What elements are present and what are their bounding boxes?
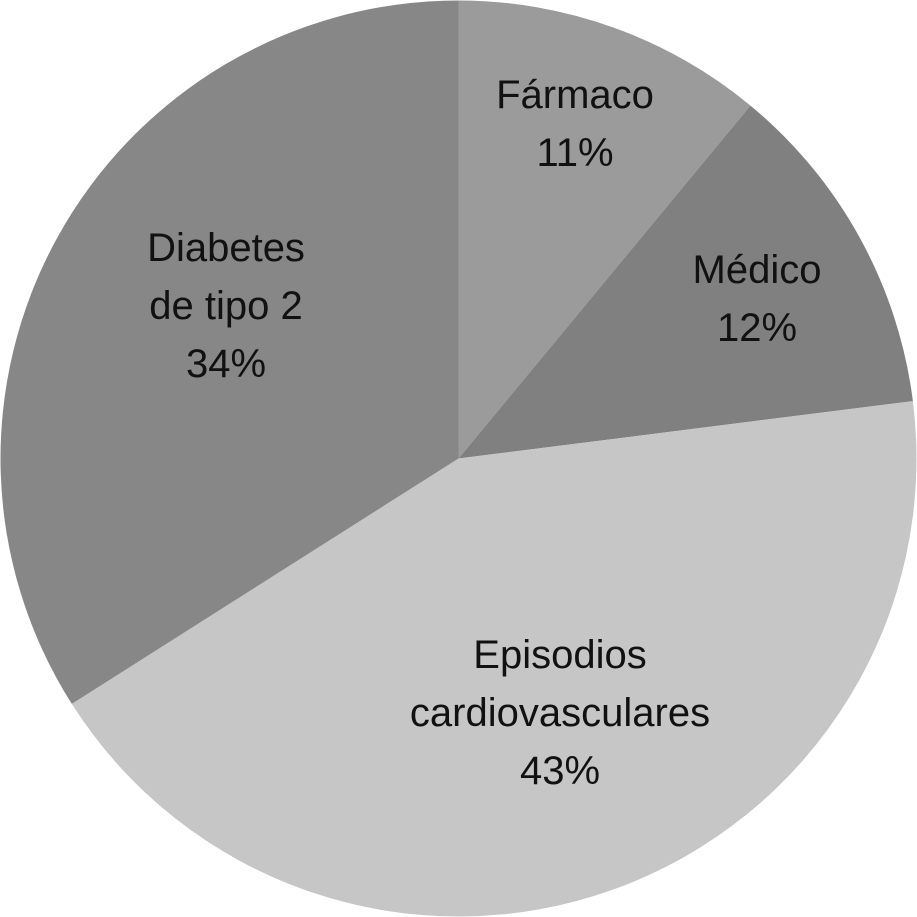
slice-label: Médico 12% [693, 241, 822, 357]
slice-label: Episodios cardiovasculares 43% [410, 626, 710, 800]
category-label: Fármaco [496, 73, 654, 117]
value-label: 11% [536, 131, 614, 175]
value-label: 34% [185, 342, 267, 386]
pie-slice [0, 0, 459, 704]
pie-slice [458, 105, 913, 459]
value-label: 43% [519, 749, 601, 793]
pie-slice [458, 0, 751, 459]
value-label: 12% [716, 306, 798, 350]
category-label: Diabetes de tipo 2 [147, 226, 305, 328]
slice-label: Fármaco 11% [496, 66, 654, 182]
pie-slice [71, 401, 917, 917]
category-label: Médico [692, 248, 822, 292]
category-label: Episodios cardiovasculares [409, 633, 711, 735]
slice-label: Diabetes de tipo 2 34% [147, 219, 305, 393]
